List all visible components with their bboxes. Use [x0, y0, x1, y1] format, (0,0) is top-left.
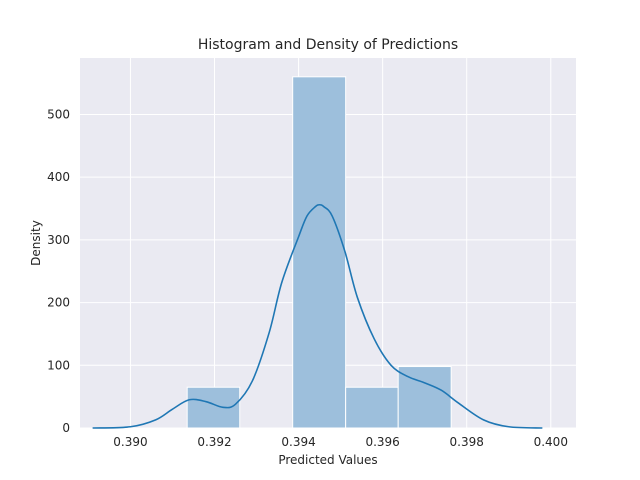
- y-tick-label-3: 300: [47, 233, 70, 247]
- chart-title: Histogram and Density of Predictions: [198, 37, 458, 53]
- histogram-bar-3: [345, 386, 399, 429]
- y-tick-label-4: 400: [47, 170, 70, 184]
- y-tick-label-2: 200: [47, 296, 70, 310]
- x-tick-label-2: 0.394: [281, 435, 315, 449]
- histogram-bar-2: [292, 76, 347, 429]
- y-axis-label: Density: [29, 220, 43, 266]
- y-tick-labels: 0 100 200 300 400 500: [47, 107, 70, 435]
- x-tick-label-4: 0.398: [450, 435, 484, 449]
- y-tick-label-5: 500: [47, 107, 70, 121]
- x-axis-label: Predicted Values: [278, 453, 377, 467]
- x-tick-label-0: 0.390: [113, 435, 147, 449]
- x-tick-label-3: 0.396: [365, 435, 399, 449]
- x-tick-labels: 0.390 0.392 0.394 0.396 0.398 0.400: [113, 435, 568, 449]
- histogram-bar-0: [186, 386, 241, 429]
- y-tick-label-1: 100: [47, 358, 70, 372]
- x-tick-label-1: 0.392: [197, 435, 231, 449]
- density-curve: [92, 203, 543, 429]
- x-tick-label-5: 0.400: [534, 435, 568, 449]
- y-tick-label-0: 0: [62, 421, 70, 435]
